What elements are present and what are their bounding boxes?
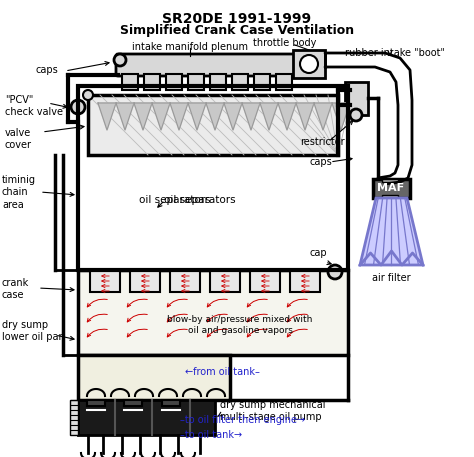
Text: timinig
chain
area: timinig chain area [2, 175, 36, 210]
Polygon shape [260, 103, 278, 130]
Bar [124, 400, 142, 406]
Text: caps: caps [35, 65, 58, 75]
Polygon shape [98, 103, 116, 130]
Bar [373, 179, 410, 198]
Bar [188, 74, 204, 90]
Bar [78, 355, 230, 400]
Text: ←from oil tank–: ←from oil tank– [185, 367, 260, 377]
Text: cap: cap [310, 248, 328, 258]
Text: Simplified Crank Case Ventilation: Simplified Crank Case Ventilation [120, 24, 354, 37]
Polygon shape [224, 103, 242, 130]
Bar [345, 82, 368, 115]
Bar [382, 179, 398, 182]
Polygon shape [188, 103, 206, 130]
Bar [276, 74, 292, 90]
Text: –to oil filter then engine→: –to oil filter then engine→ [180, 415, 305, 425]
Bar [210, 270, 240, 292]
Text: rubber intake "boot": rubber intake "boot" [345, 48, 445, 58]
Circle shape [300, 55, 318, 73]
Circle shape [71, 100, 85, 114]
Bar [130, 270, 160, 292]
Bar [78, 400, 215, 435]
Polygon shape [134, 103, 152, 130]
Polygon shape [116, 103, 134, 130]
Text: oil separators: oil separators [164, 195, 236, 205]
Text: dry sump
lower oil pan: dry sump lower oil pan [2, 320, 65, 342]
Bar [210, 74, 226, 90]
Text: restrictor: restrictor [300, 137, 345, 147]
Bar [232, 74, 248, 90]
Text: crank
case: crank case [2, 278, 29, 300]
Polygon shape [360, 198, 423, 265]
Bar [78, 86, 348, 270]
Bar [290, 270, 320, 292]
Text: –to oil tank→: –to oil tank→ [180, 430, 242, 440]
Text: SR20DE 1991-1999: SR20DE 1991-1999 [163, 12, 311, 26]
Text: air filter: air filter [372, 273, 410, 283]
Text: blow-by air/pressure mixed with
oil and gasoline vapors: blow-by air/pressure mixed with oil and … [167, 315, 313, 335]
Text: throttle body: throttle body [253, 38, 317, 48]
Circle shape [83, 90, 93, 100]
Text: MAF: MAF [377, 183, 405, 193]
Bar [382, 195, 398, 198]
Bar [293, 50, 325, 78]
FancyBboxPatch shape [116, 54, 297, 76]
Circle shape [328, 265, 342, 279]
Polygon shape [314, 103, 332, 130]
Bar [70, 400, 78, 435]
Circle shape [114, 54, 126, 66]
Bar [87, 400, 105, 406]
Text: intake manifold plenum: intake manifold plenum [132, 42, 248, 52]
Bar [144, 74, 160, 90]
Text: valve
cover: valve cover [5, 128, 32, 150]
Bar [254, 74, 270, 90]
Text: "PCV"
check valve: "PCV" check valve [5, 95, 63, 117]
Polygon shape [152, 103, 170, 130]
Bar [250, 270, 280, 292]
Polygon shape [332, 103, 350, 130]
Text: caps: caps [310, 157, 333, 167]
Bar [162, 400, 180, 406]
Polygon shape [206, 103, 224, 130]
Polygon shape [278, 103, 296, 130]
Bar [90, 270, 120, 292]
Polygon shape [170, 103, 188, 130]
Circle shape [350, 109, 362, 121]
Text: oil separators: oil separators [139, 195, 211, 205]
Text: dry sump mechanical
multi-stage oil pump: dry sump mechanical multi-stage oil pump [220, 400, 326, 422]
Polygon shape [296, 103, 314, 130]
Bar [122, 74, 138, 90]
Bar [78, 270, 348, 355]
Bar [166, 74, 182, 90]
Polygon shape [242, 103, 260, 130]
Bar [88, 95, 338, 155]
Bar [170, 270, 200, 292]
